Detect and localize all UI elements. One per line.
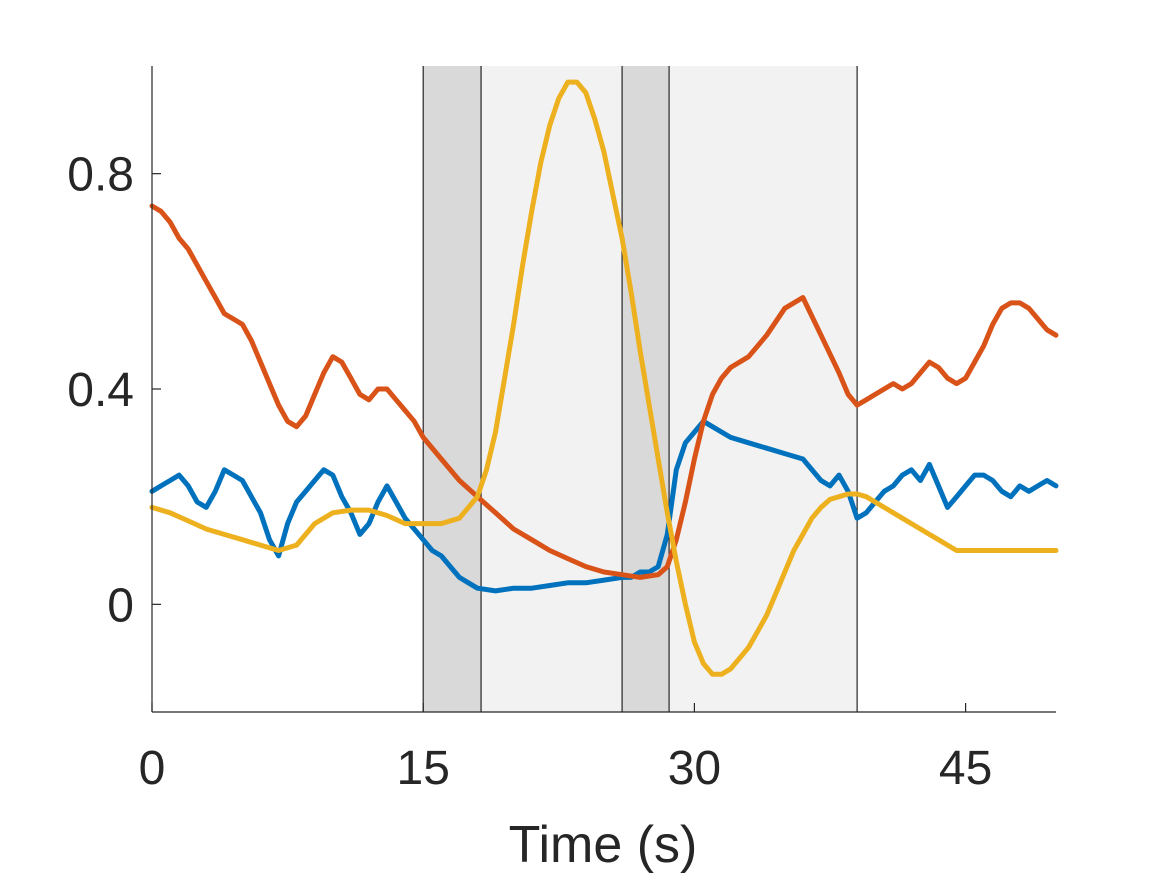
x-tick-label: 30 xyxy=(668,742,721,795)
axes xyxy=(151,66,1056,713)
y-tick-label: 0.8 xyxy=(67,149,134,202)
series-line-2 xyxy=(149,79,1059,677)
x-axis-label: Time (s) xyxy=(509,816,698,874)
shaded-band-0 xyxy=(423,66,482,712)
series-line-0 xyxy=(149,418,1059,594)
series-line-1 xyxy=(149,203,1059,580)
tick-labels: 0 15 30 45 0 0.4 0.8 xyxy=(67,149,992,795)
x-tick-label: 0 xyxy=(139,742,166,795)
shaded-bands xyxy=(422,66,858,712)
y-tick-label: 0 xyxy=(107,579,134,632)
series-lines xyxy=(149,79,1059,677)
x-tick-label: 45 xyxy=(939,742,992,795)
x-tick-label: 15 xyxy=(397,742,450,795)
y-tick-label: 0.4 xyxy=(67,364,134,417)
shaded-band-3 xyxy=(669,66,858,712)
